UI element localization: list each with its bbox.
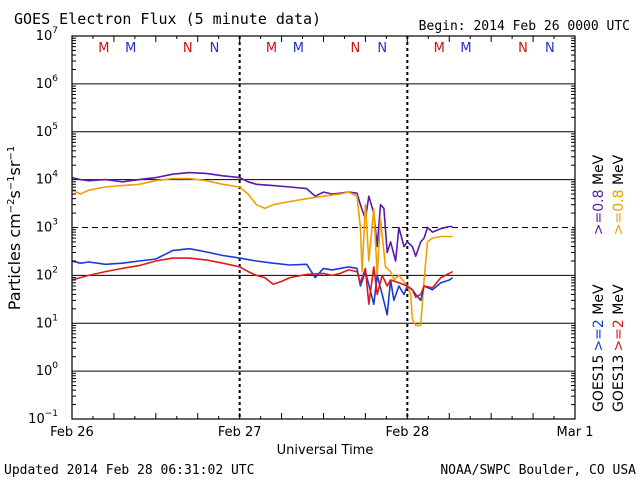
day-marker: N xyxy=(518,41,528,56)
y-tick-label: 10−1 xyxy=(28,409,58,427)
y-axis-label: Particles cm−2s−1sr−1 xyxy=(5,146,24,310)
series-goes15-0.8 xyxy=(71,171,453,262)
day-marker: M xyxy=(460,41,471,56)
legend-satellite: GOES15 xyxy=(591,355,607,412)
legend-entry: >=2 MeV xyxy=(591,284,607,352)
day-marker: M xyxy=(293,41,304,56)
series-layer xyxy=(71,171,454,327)
y-tick-label: 105 xyxy=(36,122,58,140)
legend-entry: >=0.8 MeV xyxy=(611,154,627,235)
grid-layer xyxy=(72,83,575,372)
y-tick-label: 107 xyxy=(36,26,58,44)
begin-time: Begin: 2014 Feb 26 0000 UTC xyxy=(419,19,630,34)
credit: NOAA/SWPC Boulder, CO USA xyxy=(440,463,636,478)
day-marker: M xyxy=(98,41,109,56)
day-separators xyxy=(238,36,409,419)
legend-satellite: GOES13 xyxy=(611,355,627,412)
x-tick-label: Feb 28 xyxy=(385,425,429,440)
x-tick-label: Mar 1 xyxy=(557,425,594,440)
day-marker: M xyxy=(266,41,277,56)
y-tick-label: 102 xyxy=(36,265,58,283)
y-tick-label: 104 xyxy=(36,170,59,188)
day-marker: M xyxy=(434,41,445,56)
x-axis-label: Universal Time xyxy=(277,443,374,458)
day-marker: N xyxy=(183,41,193,56)
x-tick-label: Feb 27 xyxy=(218,425,262,440)
y-tick-label: 101 xyxy=(36,313,58,331)
series-goes13-0.8 xyxy=(71,177,453,327)
updated-time: Updated 2014 Feb 28 06:31:02 UTC xyxy=(4,463,254,478)
y-tick-label: 106 xyxy=(36,74,59,92)
legend-entry: >=0.8 MeV xyxy=(591,154,607,235)
day-marker: N xyxy=(377,41,387,56)
day-marker: N xyxy=(210,41,220,56)
chart-title: GOES Electron Flux (5 minute data) xyxy=(14,10,321,28)
x-axis-ticks: Feb 26 Feb 27 Feb 28 Mar 1 xyxy=(50,36,593,440)
day-marker: N xyxy=(545,41,555,56)
legend-entry: >=2 MeV xyxy=(611,284,627,352)
series-goes13-2 xyxy=(71,257,453,305)
y-tick-label: 103 xyxy=(36,218,58,236)
day-marker: N xyxy=(350,41,360,56)
y-axis-ticks: 107 106 105 104 103 102 101 100 10−1 xyxy=(28,26,575,427)
day-marker: M xyxy=(125,41,136,56)
x-tick-label: Feb 26 xyxy=(50,425,94,440)
y-tick-label: 100 xyxy=(36,361,59,379)
